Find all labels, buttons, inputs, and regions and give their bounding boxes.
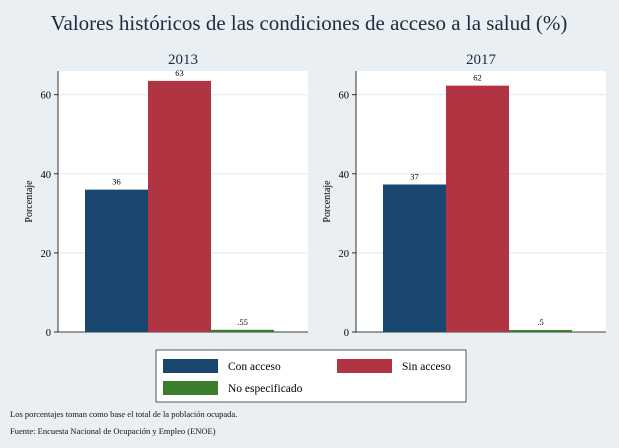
chart-title: Valores históricos de las condiciones de…: [51, 11, 568, 35]
panel-2017: 2017 0 20 40 60 Porcentaje 37 62 .5: [322, 52, 606, 339]
y-axis-label: Porcentaje: [24, 180, 35, 223]
y-tick-label: 40: [41, 170, 52, 181]
y-tick-label: 20: [41, 249, 52, 260]
panel-2013: 2013 0 20 40 60 Porcentaje 36 63 .55: [24, 52, 308, 339]
panels: 2013 0 20 40 60 Porcentaje 36 63 .55 2017 0 20 40 60 P…: [24, 52, 606, 339]
legend-swatch: [337, 359, 392, 373]
legend-label: No especificado: [228, 383, 303, 395]
data-label: 37: [410, 171, 419, 181]
y-tick-label: 0: [344, 328, 349, 339]
bar-no-especificado: [509, 330, 572, 332]
legend-label: Con acceso: [228, 361, 281, 373]
y-tick-label: 60: [41, 91, 52, 102]
source-note: Fuente: Encuesta Nacional de Ocupación y…: [10, 426, 216, 436]
data-label: .5: [537, 317, 543, 327]
bar-no-especificado: [211, 329, 274, 332]
bar-con-acceso: [85, 189, 148, 332]
footnote: Los porcentajes toman como base el total…: [10, 409, 237, 419]
y-tick-label: 40: [339, 170, 350, 181]
y-tick-label: 0: [46, 328, 51, 339]
data-label: .55: [237, 317, 248, 327]
panel-title: 2017: [466, 52, 497, 68]
bar-sin-acceso: [148, 80, 211, 333]
legend-swatch: [163, 381, 218, 395]
data-label: 62: [473, 73, 482, 83]
y-tick-label: 20: [339, 249, 350, 260]
bar-sin-acceso: [446, 85, 509, 332]
legend: Con acceso Sin acceso No especificado: [155, 349, 467, 403]
legend-swatch: [163, 359, 218, 373]
bar-con-acceso: [383, 184, 446, 332]
data-label: 63: [175, 68, 184, 78]
y-tick-label: 60: [339, 91, 350, 102]
data-label: 36: [112, 177, 121, 187]
panel-title: 2013: [168, 52, 198, 68]
y-axis-label: Porcentaje: [322, 180, 333, 223]
legend-label: Sin acceso: [402, 361, 451, 373]
